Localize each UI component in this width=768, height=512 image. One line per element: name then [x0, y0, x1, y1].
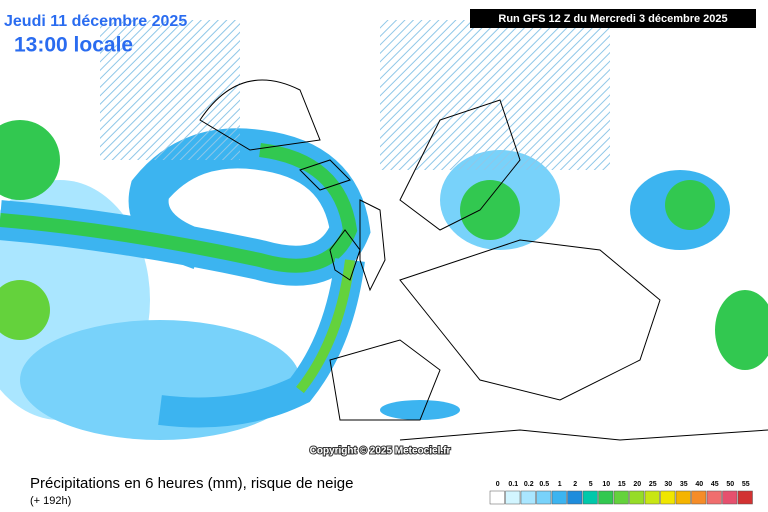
legend-label: 1 — [558, 481, 562, 488]
legend-swatch — [598, 490, 614, 505]
footer-title: Précipitations en 6 heures (mm), risque … — [30, 475, 354, 492]
date: Jeudi 11 décembre 2025 — [4, 13, 187, 30]
legend-label: 15 — [618, 481, 626, 488]
legend-swatch — [551, 490, 567, 505]
legend-label: 35 — [680, 481, 688, 488]
legend-label: 0 — [496, 481, 500, 488]
legend-swatch — [722, 490, 738, 505]
legend-label: 30 — [664, 481, 672, 488]
legend-label: 5 — [589, 481, 593, 488]
legend-label: 25 — [649, 481, 657, 488]
precipitation — [0, 20, 768, 440]
legend-swatch — [489, 490, 505, 505]
legend-label: 0.1 — [508, 481, 518, 488]
legend-label: 20 — [633, 481, 641, 488]
legend-swatch — [567, 490, 583, 505]
legend-swatch — [675, 490, 691, 505]
legend-swatch — [691, 490, 707, 505]
legend-swatch — [536, 490, 552, 505]
legend-label: 50 — [726, 481, 734, 488]
legend-swatch — [582, 490, 598, 505]
legend: 0 0.1 0.2 0.5 1 2 5 10 15 20 25 30 35 40 45 50 55 — [489, 481, 753, 505]
legend-label: 10 — [602, 481, 610, 488]
legend-label: 0.2 — [524, 481, 534, 488]
legend-swatch — [629, 490, 645, 505]
run-label: Run GFS 12 Z du Mercredi 3 décembre 2025 — [498, 13, 727, 25]
legend-swatch — [706, 490, 722, 505]
legend-swatch — [505, 490, 521, 505]
legend-label: 2 — [573, 481, 577, 488]
legend-label: 55 — [742, 481, 750, 488]
local-time: 13:00 locale — [14, 34, 133, 57]
copyright: Copyright © 2025 Meteociel.fr — [310, 446, 451, 457]
legend-swatch — [520, 490, 536, 505]
coastlines — [199, 79, 768, 441]
legend-label: 0.5 — [539, 481, 549, 488]
legend-label: 40 — [695, 481, 703, 488]
legend-swatch — [613, 490, 629, 505]
footer-lead: (+ 192h) — [30, 495, 71, 507]
run-box — [470, 9, 756, 28]
legend-swatch — [644, 490, 660, 505]
legend-swatch — [737, 490, 753, 505]
legend-swatch — [660, 490, 676, 505]
legend-label: 45 — [711, 481, 719, 488]
